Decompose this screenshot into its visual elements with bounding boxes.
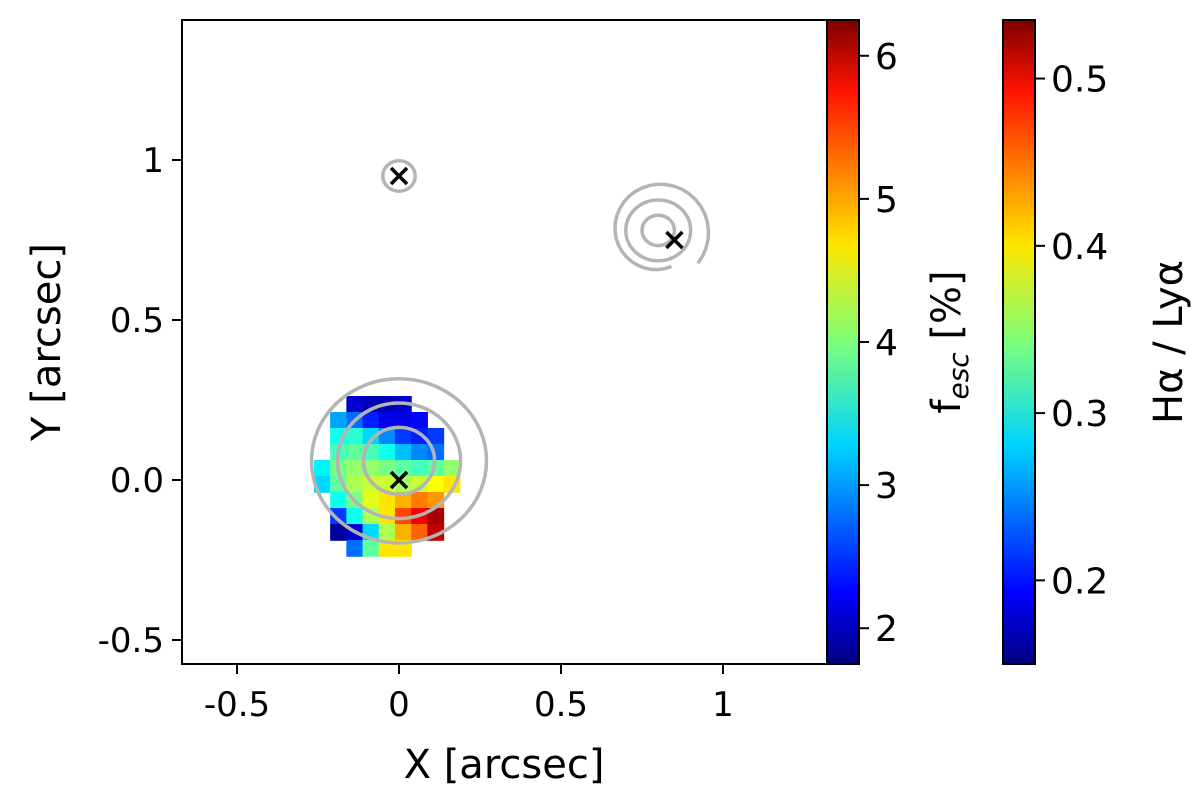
pixel-cell <box>427 476 445 493</box>
x-tick-label: 0 <box>388 685 410 725</box>
pixel-cell <box>378 524 396 541</box>
colorbar-tick-label: 0.2 <box>1051 561 1108 602</box>
colorbar-ha-lya-label: Hα / Lyα <box>1146 260 1192 424</box>
x-tick-label: -0.5 <box>204 685 270 725</box>
pixel-cell <box>362 540 380 557</box>
source-markers <box>389 166 684 490</box>
contour-line <box>361 425 437 496</box>
colorbar-tick-label: 2 <box>875 609 898 650</box>
x-tick-label: 1 <box>712 685 734 725</box>
colorbar-tick-label: 0.4 <box>1051 227 1108 268</box>
pixel-cell <box>346 396 364 413</box>
colorbar-fesc-label-suffix: [%] <box>924 270 970 352</box>
colorbar-fesc-label: fesc [%] <box>924 270 975 413</box>
pixel-cell <box>346 428 364 445</box>
pixel-cell <box>362 412 380 429</box>
pixel-cell <box>411 444 428 461</box>
pixel-cell <box>330 476 347 493</box>
contour-line <box>335 401 463 521</box>
pixel-cell <box>330 508 347 525</box>
pixel-cell <box>411 524 428 541</box>
pixel-cell <box>330 412 347 429</box>
source-marker <box>665 230 684 250</box>
pixel-cell <box>378 412 396 429</box>
pixel-cell <box>362 428 380 445</box>
contours <box>309 159 711 545</box>
colorbar-fesc-label-main: f <box>924 399 970 414</box>
pixel-cell <box>346 476 364 493</box>
pixel-cell <box>427 428 445 445</box>
colorbar-tick-label: 5 <box>875 180 898 221</box>
colorbar-fesc-label-sub: esc <box>942 352 975 400</box>
source-marker <box>389 470 409 490</box>
pixel-cell <box>394 524 412 541</box>
pixel-cell <box>362 476 380 493</box>
pixel-cell <box>330 492 347 509</box>
plot-area <box>182 20 827 664</box>
pixel-cell <box>378 476 396 493</box>
contour-line <box>640 213 677 248</box>
pixel-cell <box>411 476 428 493</box>
pixel-cell <box>378 492 396 509</box>
colorbar-tick-label: 0.3 <box>1051 394 1108 435</box>
pixel-cell <box>330 524 347 541</box>
y-tick-label: 0.5 <box>110 301 164 341</box>
pixel-cell <box>394 412 412 429</box>
pixel-cell <box>346 460 364 477</box>
colorbar-tick-label: 6 <box>875 37 898 78</box>
contour-line <box>624 198 693 263</box>
contour-line <box>381 159 417 193</box>
pixel-cell <box>394 508 412 525</box>
colorbar-tick-label: 4 <box>875 323 898 364</box>
colorbar-ha-lya-ticks: 0.2 0.3 0.4 0.5 <box>1035 60 1108 602</box>
x-tick-label: 0.5 <box>534 685 588 725</box>
colorbar-fesc-ticks: 2 3 4 5 6 <box>859 37 898 650</box>
y-tick-label: 0.0 <box>110 461 164 501</box>
pixel-cell <box>394 492 412 509</box>
pixel-cell <box>411 460 428 477</box>
contour-line <box>309 376 489 545</box>
pixel-cell <box>427 508 445 525</box>
y-axis-label: Y [arcsec] <box>24 243 70 442</box>
colorbar-tick-label: 0.5 <box>1051 60 1108 101</box>
y-tick-label: 1 <box>142 141 164 181</box>
y-axis-ticks: -0.5 0.0 0.5 1 <box>98 141 182 661</box>
pixel-cell <box>378 444 396 461</box>
pixel-cell <box>411 492 428 509</box>
pixel-cell <box>411 412 428 429</box>
pixel-cell <box>346 444 364 461</box>
pixel-cell <box>346 540 364 557</box>
x-axis-label: X [arcsec] <box>404 742 605 788</box>
colorbar-tick-label: 3 <box>875 466 898 507</box>
y-tick-label: -0.5 <box>98 621 164 661</box>
pixel-cell <box>313 460 331 477</box>
pixel-cell <box>362 492 380 509</box>
colorbar-fesc <box>826 19 860 665</box>
x-axis-ticks: -0.5 0 0.5 1 <box>204 664 734 725</box>
contour-line <box>613 182 711 272</box>
pixel-cell <box>346 508 364 525</box>
colorbar-ha-lya <box>1002 19 1036 665</box>
source-marker <box>389 166 409 186</box>
pixel-cell <box>443 460 461 477</box>
pixel-cell <box>394 444 412 461</box>
pixel-cell <box>394 428 412 445</box>
